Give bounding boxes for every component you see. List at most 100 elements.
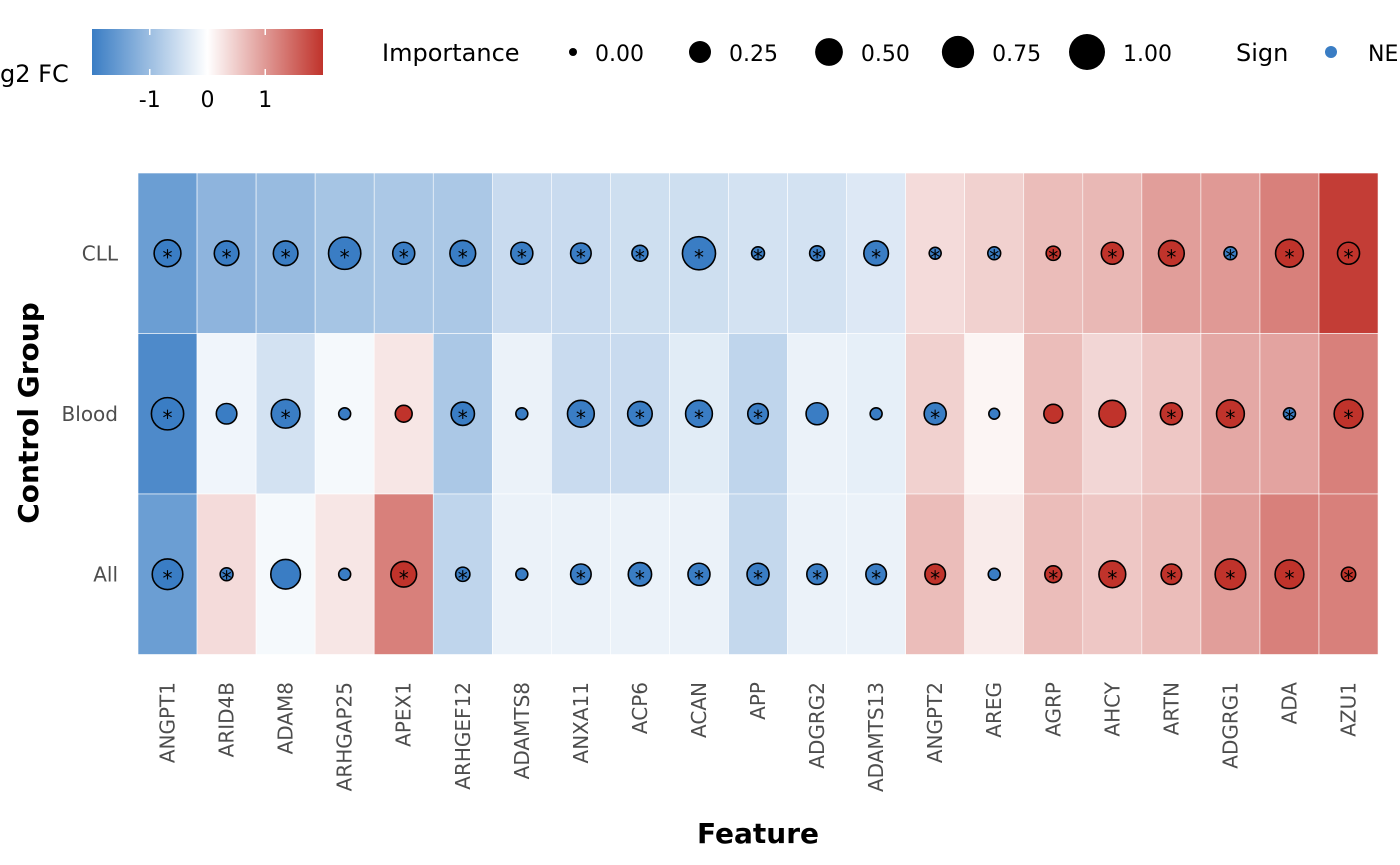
x-tick-labels: ANGPT1 ARID4B ADAM8 ARHGAP25 APEX1 ARHGEF12 AD… — [156, 681, 1361, 792]
x-tick-label: ANXA11 — [569, 682, 593, 763]
significance-star: * — [694, 245, 704, 269]
dot-blood-ada — [1282, 406, 1297, 421]
x-tick-label: AZU1 — [1337, 682, 1361, 737]
dot-cll-ahcy — [1100, 241, 1125, 266]
dot-all-anxa11 — [569, 563, 592, 586]
dot-blood-acan — [684, 399, 714, 428]
significance-star: * — [635, 566, 645, 590]
dot-blood-adgrg1 — [1215, 399, 1246, 429]
size-legend-label: 1.00 — [1123, 42, 1172, 67]
dot-all-ahcy — [1098, 560, 1127, 589]
dot-cll-areg — [987, 246, 1002, 261]
significance-star: * — [1344, 245, 1354, 269]
importance-dots — [150, 235, 1364, 591]
dot-blood-angpt1 — [150, 396, 185, 431]
size-legend-label: 0.00 — [595, 42, 644, 67]
significance-star: * — [281, 406, 291, 430]
dot-all-arid4b — [219, 567, 234, 582]
x-tick-label: ARHGEF12 — [451, 682, 475, 790]
sign-legend-neg-label: NE — [1368, 42, 1398, 67]
colorbar-tick-label: -1 — [139, 88, 161, 113]
significance-star: * — [1166, 406, 1176, 430]
dot-blood-arhgef12 — [450, 401, 476, 427]
x-tick-label: ARTN — [1159, 682, 1183, 735]
dot-blood-arid4b — [215, 402, 238, 425]
dot-all-artn — [1160, 563, 1183, 586]
x-tick-label: ADAMTS13 — [864, 682, 888, 792]
x-tick-label: ARID4B — [215, 682, 239, 757]
dot-cll-agrp — [1045, 245, 1062, 262]
significance-star: * — [989, 245, 999, 269]
dot-cll-azu1 — [1336, 241, 1361, 266]
significance-star: * — [930, 566, 940, 590]
colorbar-gradient — [92, 29, 323, 75]
dot-cll-acan — [681, 235, 717, 271]
dot-all-ada — [1274, 559, 1305, 590]
dot-blood-angpt2 — [923, 401, 947, 426]
significance-star: * — [222, 245, 232, 269]
dot-blood-artn — [1159, 401, 1184, 426]
dot-all-adamts13 — [865, 563, 888, 586]
significance-star: * — [930, 245, 940, 269]
dot-blood-adamts13 — [869, 406, 883, 421]
colorbar-title: g2 FC — [0, 60, 69, 88]
dot-cll-adamts13 — [863, 240, 890, 267]
significance-star: * — [222, 566, 232, 590]
significance-star: * — [1284, 406, 1294, 430]
dot-cll-arid4b — [213, 240, 240, 267]
size-legend-dot — [569, 48, 577, 56]
dot-all-adgrg2 — [806, 563, 829, 586]
significance-star: * — [753, 566, 763, 590]
significance-star: * — [871, 566, 881, 590]
significance-star: * — [458, 566, 468, 590]
significance-star: * — [163, 406, 173, 430]
colorbar-tick-label: 1 — [258, 88, 272, 113]
x-tick-label: ADAMTS8 — [510, 682, 534, 779]
significance-star: * — [1107, 245, 1117, 269]
significance-star: * — [1166, 566, 1176, 590]
dot-all-adamts8 — [515, 567, 529, 582]
size-legend-dot — [689, 41, 711, 63]
significance-star: * — [1225, 245, 1235, 269]
significance-star: * — [694, 566, 704, 590]
x-tick-label: APP — [746, 682, 770, 720]
significance-star: * — [753, 406, 763, 430]
significance-star: * — [163, 245, 173, 269]
size-legend-dot — [815, 38, 843, 66]
significance-star: * — [1225, 566, 1235, 590]
dot-blood-app — [746, 402, 770, 425]
sign-legend-title: Sign — [1236, 39, 1288, 67]
significance-star: * — [399, 566, 409, 590]
significance-star: * — [753, 245, 763, 269]
dot-all-adam8 — [269, 558, 302, 590]
significance-star: * — [458, 245, 468, 269]
size-legend-dot — [1069, 34, 1105, 70]
dot-cll-anxa11 — [569, 242, 592, 265]
size-legend: Importance 0.00 0.25 0.50 0.75 1.00 — [382, 34, 1172, 70]
y-axis-title: Control Group — [12, 302, 45, 524]
x-tick-label: ADGRG1 — [1218, 682, 1242, 769]
dot-blood-apex1 — [394, 404, 413, 423]
y-tick-labels: CLL Blood All — [62, 241, 119, 586]
significance-star: * — [517, 245, 527, 269]
dot-blood-arhgap25 — [337, 406, 352, 421]
y-tick-label: All — [93, 562, 118, 586]
dot-blood-adgrg2 — [805, 401, 829, 426]
significance-star: * — [1048, 245, 1058, 269]
significance-star: * — [871, 245, 881, 269]
dot-blood-anxa11 — [566, 399, 596, 428]
significance-star: * — [399, 245, 409, 269]
size-legend-label: 0.75 — [992, 42, 1041, 67]
size-legend-label: 0.50 — [861, 42, 910, 67]
size-legend-dot — [941, 35, 975, 69]
dot-all-agrp — [1044, 565, 1063, 584]
dot-all-arhgap25 — [337, 567, 352, 582]
x-tick-label: AHCY — [1100, 681, 1124, 736]
x-tick-label: ANGPT1 — [156, 682, 180, 763]
x-tick-label: APEX1 — [392, 682, 416, 747]
significance-star: * — [694, 406, 704, 430]
dot-blood-adamts8 — [515, 406, 529, 421]
dot-cll-angpt1 — [153, 239, 182, 268]
x-tick-label: ADA — [1277, 682, 1301, 725]
